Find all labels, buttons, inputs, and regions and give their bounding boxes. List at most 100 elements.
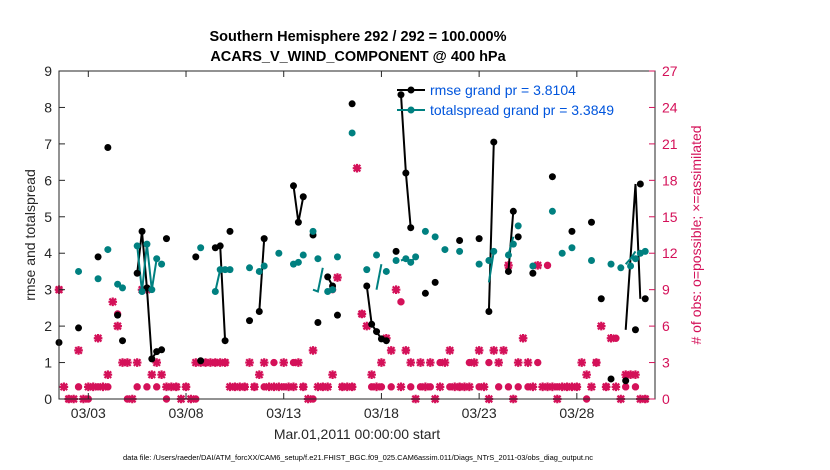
obs-assimilated-marker bbox=[494, 358, 503, 367]
y-axis-right-label: # of obs: o=possible; ×=assimilated bbox=[688, 125, 704, 344]
obs-assimilated-marker bbox=[74, 346, 83, 355]
obs-assimilated-marker bbox=[474, 346, 484, 355]
totalspread-point bbox=[75, 267, 83, 275]
obs-assimilated-marker bbox=[557, 382, 567, 392]
obs-possible-marker bbox=[367, 383, 376, 391]
totalspread-point bbox=[402, 255, 410, 263]
obs-possible-marker bbox=[280, 383, 288, 391]
rmse-point bbox=[314, 318, 322, 326]
obs-assimilated-marker bbox=[289, 382, 298, 392]
rmse-point bbox=[333, 311, 341, 319]
rmse-point bbox=[104, 144, 112, 152]
obs-assimilated-marker bbox=[84, 382, 93, 392]
obs-assimilated-marker bbox=[396, 382, 406, 392]
obs-assimilated-marker bbox=[152, 358, 162, 367]
rmse-point bbox=[382, 337, 390, 345]
obs-assimilated-marker bbox=[118, 358, 127, 367]
rmse-point bbox=[509, 207, 517, 215]
rmse-point bbox=[548, 173, 556, 181]
totalspread-point bbox=[529, 262, 537, 270]
obs-possible-marker bbox=[319, 383, 327, 391]
legend-label-totalspread: totalspread grand pr = 3.3849 bbox=[430, 102, 614, 118]
obs-assimilated-marker bbox=[377, 358, 386, 367]
obs-possible-marker bbox=[231, 383, 239, 391]
totalspread-point bbox=[627, 262, 635, 270]
totalspread-point bbox=[329, 286, 337, 294]
obs-assimilated-marker bbox=[435, 382, 445, 392]
rmse-point bbox=[392, 247, 400, 255]
obs-possible-marker bbox=[358, 310, 366, 318]
obs-possible-marker bbox=[74, 383, 83, 391]
obs-assimilated-marker bbox=[523, 358, 533, 367]
y-right-tick-label: 12 bbox=[662, 245, 678, 261]
rmse-point bbox=[226, 227, 234, 235]
y-axis-label: rmse and totalspread bbox=[22, 169, 38, 301]
totalspread-point bbox=[441, 246, 449, 254]
obs-possible-marker bbox=[475, 383, 483, 391]
totalspread-point bbox=[407, 258, 415, 266]
obs-assimilated-marker bbox=[548, 382, 557, 392]
obs-assimilated-marker bbox=[450, 382, 460, 392]
totalspread-point bbox=[412, 253, 420, 261]
x-axis-label: Mar.01,2011 00:00:00 start bbox=[274, 426, 440, 442]
obs-assimilated-marker bbox=[577, 358, 587, 367]
obs-assimilated-marker bbox=[386, 346, 396, 355]
obs-assimilated-marker bbox=[528, 382, 538, 392]
totalspread-point bbox=[587, 257, 595, 265]
obs-assimilated-marker bbox=[489, 346, 499, 355]
totalspread-point bbox=[148, 286, 156, 294]
totalspread-point bbox=[158, 260, 166, 268]
rmse-point bbox=[148, 355, 156, 363]
totalspread-point bbox=[275, 249, 283, 257]
totalspread-point bbox=[211, 287, 219, 295]
axes-ticks: 03/03 03/08 03/13 03/18 03/23 03/280123456789… bbox=[44, 63, 678, 421]
obs-assimilated-marker bbox=[367, 370, 376, 380]
obs-possible-marker bbox=[524, 383, 532, 391]
rmse-point bbox=[138, 227, 146, 235]
obs-assimilated-marker bbox=[98, 382, 108, 392]
rmse-point bbox=[631, 326, 639, 334]
obs-possible-marker bbox=[563, 383, 571, 391]
obs-possible-marker bbox=[514, 383, 522, 391]
totalspread-point bbox=[392, 257, 400, 265]
obs-assimilated-marker bbox=[59, 382, 69, 392]
obs-possible-marker bbox=[416, 383, 425, 391]
y-right-tick-label: 18 bbox=[662, 172, 678, 188]
obs-assimilated-marker bbox=[313, 382, 323, 392]
rmse-point bbox=[294, 218, 302, 226]
totalspread-point bbox=[514, 222, 522, 230]
rmse-point bbox=[246, 317, 254, 325]
obs-possible-marker bbox=[494, 383, 503, 391]
legend-marker-totalspread bbox=[407, 106, 415, 114]
obs-assimilated-marker bbox=[465, 382, 474, 392]
obs-possible-marker bbox=[172, 383, 180, 391]
obs-assimilated-marker bbox=[445, 346, 455, 355]
rmse-point bbox=[221, 337, 229, 345]
obs-assimilated-marker bbox=[499, 346, 508, 355]
totalspread-point bbox=[226, 266, 234, 274]
totalspread-point bbox=[348, 129, 356, 137]
obs-assimilated-marker bbox=[606, 333, 616, 343]
rmse-point bbox=[368, 320, 376, 328]
totalspread-point bbox=[382, 267, 390, 275]
totalspread-point bbox=[509, 240, 517, 248]
totalspread-point bbox=[153, 255, 161, 263]
totalspread-point bbox=[260, 262, 268, 270]
obs-assimilated-marker bbox=[103, 370, 113, 380]
obs-assimilated-marker bbox=[518, 333, 528, 343]
totalspread-line-segment bbox=[312, 267, 324, 293]
rmse-point bbox=[162, 235, 170, 243]
obs-possible-marker bbox=[534, 358, 542, 367]
rmse-line-segment bbox=[258, 238, 266, 312]
obs-assimilated-marker bbox=[416, 358, 425, 367]
obs-assimilated-marker bbox=[611, 382, 621, 392]
obs-assimilated-marker bbox=[157, 370, 166, 380]
obs-possible-marker bbox=[338, 383, 347, 391]
rmse-point bbox=[373, 328, 381, 336]
y-right-tick-label: 15 bbox=[662, 209, 678, 225]
obs-assimilated-marker bbox=[582, 370, 591, 380]
rmse-point bbox=[607, 375, 615, 383]
totalspread-point bbox=[568, 244, 576, 252]
chart-subtitle: ACARS_V_WIND_COMPONENT @ 400 hPa bbox=[210, 49, 506, 65]
obs-assimilated-marker bbox=[88, 382, 98, 392]
